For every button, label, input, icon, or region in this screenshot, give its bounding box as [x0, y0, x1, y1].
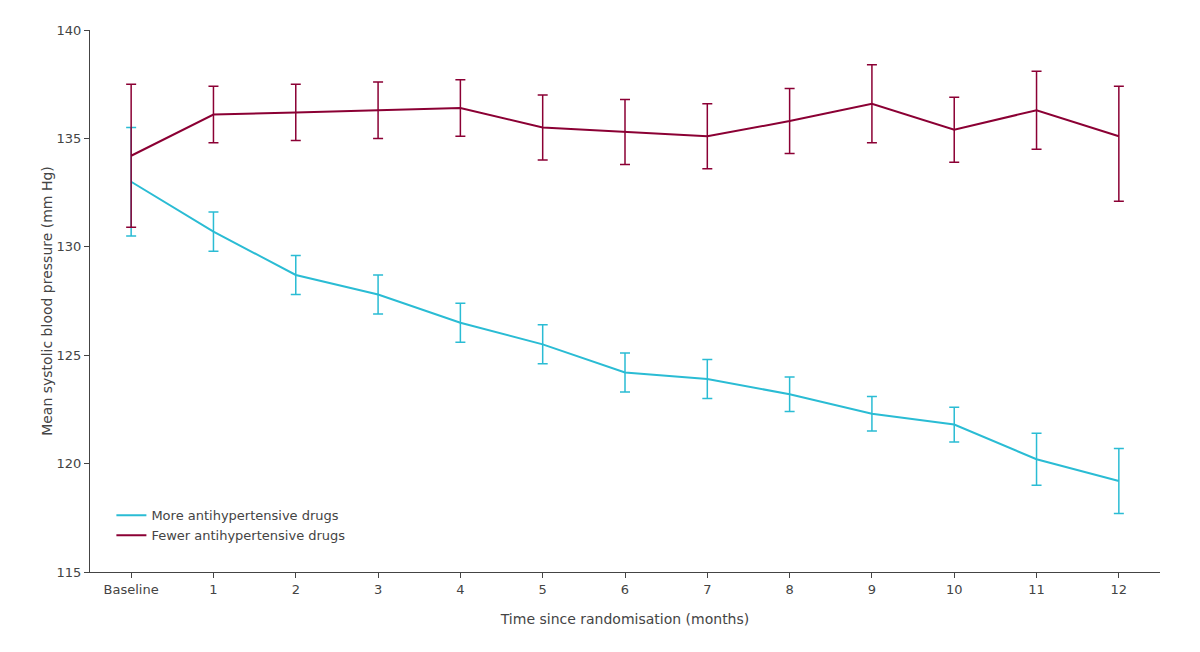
svg-text:3: 3 — [374, 582, 382, 597]
svg-text:1: 1 — [209, 582, 217, 597]
svg-text:12: 12 — [1111, 582, 1128, 597]
svg-text:125: 125 — [57, 348, 82, 363]
svg-text:4: 4 — [456, 582, 464, 597]
svg-text:135: 135 — [57, 131, 82, 146]
svg-text:120: 120 — [57, 456, 82, 471]
svg-text:5: 5 — [539, 582, 547, 597]
svg-text:More antihypertensive drugs: More antihypertensive drugs — [151, 508, 338, 523]
svg-text:Mean systolic blood pressure (: Mean systolic blood pressure (mm Hg) — [39, 166, 55, 436]
svg-text:7: 7 — [703, 582, 711, 597]
svg-text:11: 11 — [1028, 582, 1045, 597]
svg-text:9: 9 — [868, 582, 876, 597]
svg-text:Time since randomisation (mont: Time since randomisation (months) — [500, 611, 750, 627]
svg-text:6: 6 — [621, 582, 629, 597]
svg-text:Fewer antihypertensive drugs: Fewer antihypertensive drugs — [151, 528, 345, 543]
svg-text:130: 130 — [57, 239, 82, 254]
svg-text:Baseline: Baseline — [104, 582, 159, 597]
svg-text:140: 140 — [57, 23, 82, 38]
svg-text:10: 10 — [946, 582, 963, 597]
svg-text:2: 2 — [292, 582, 300, 597]
svg-text:8: 8 — [785, 582, 793, 597]
svg-text:115: 115 — [57, 565, 82, 580]
